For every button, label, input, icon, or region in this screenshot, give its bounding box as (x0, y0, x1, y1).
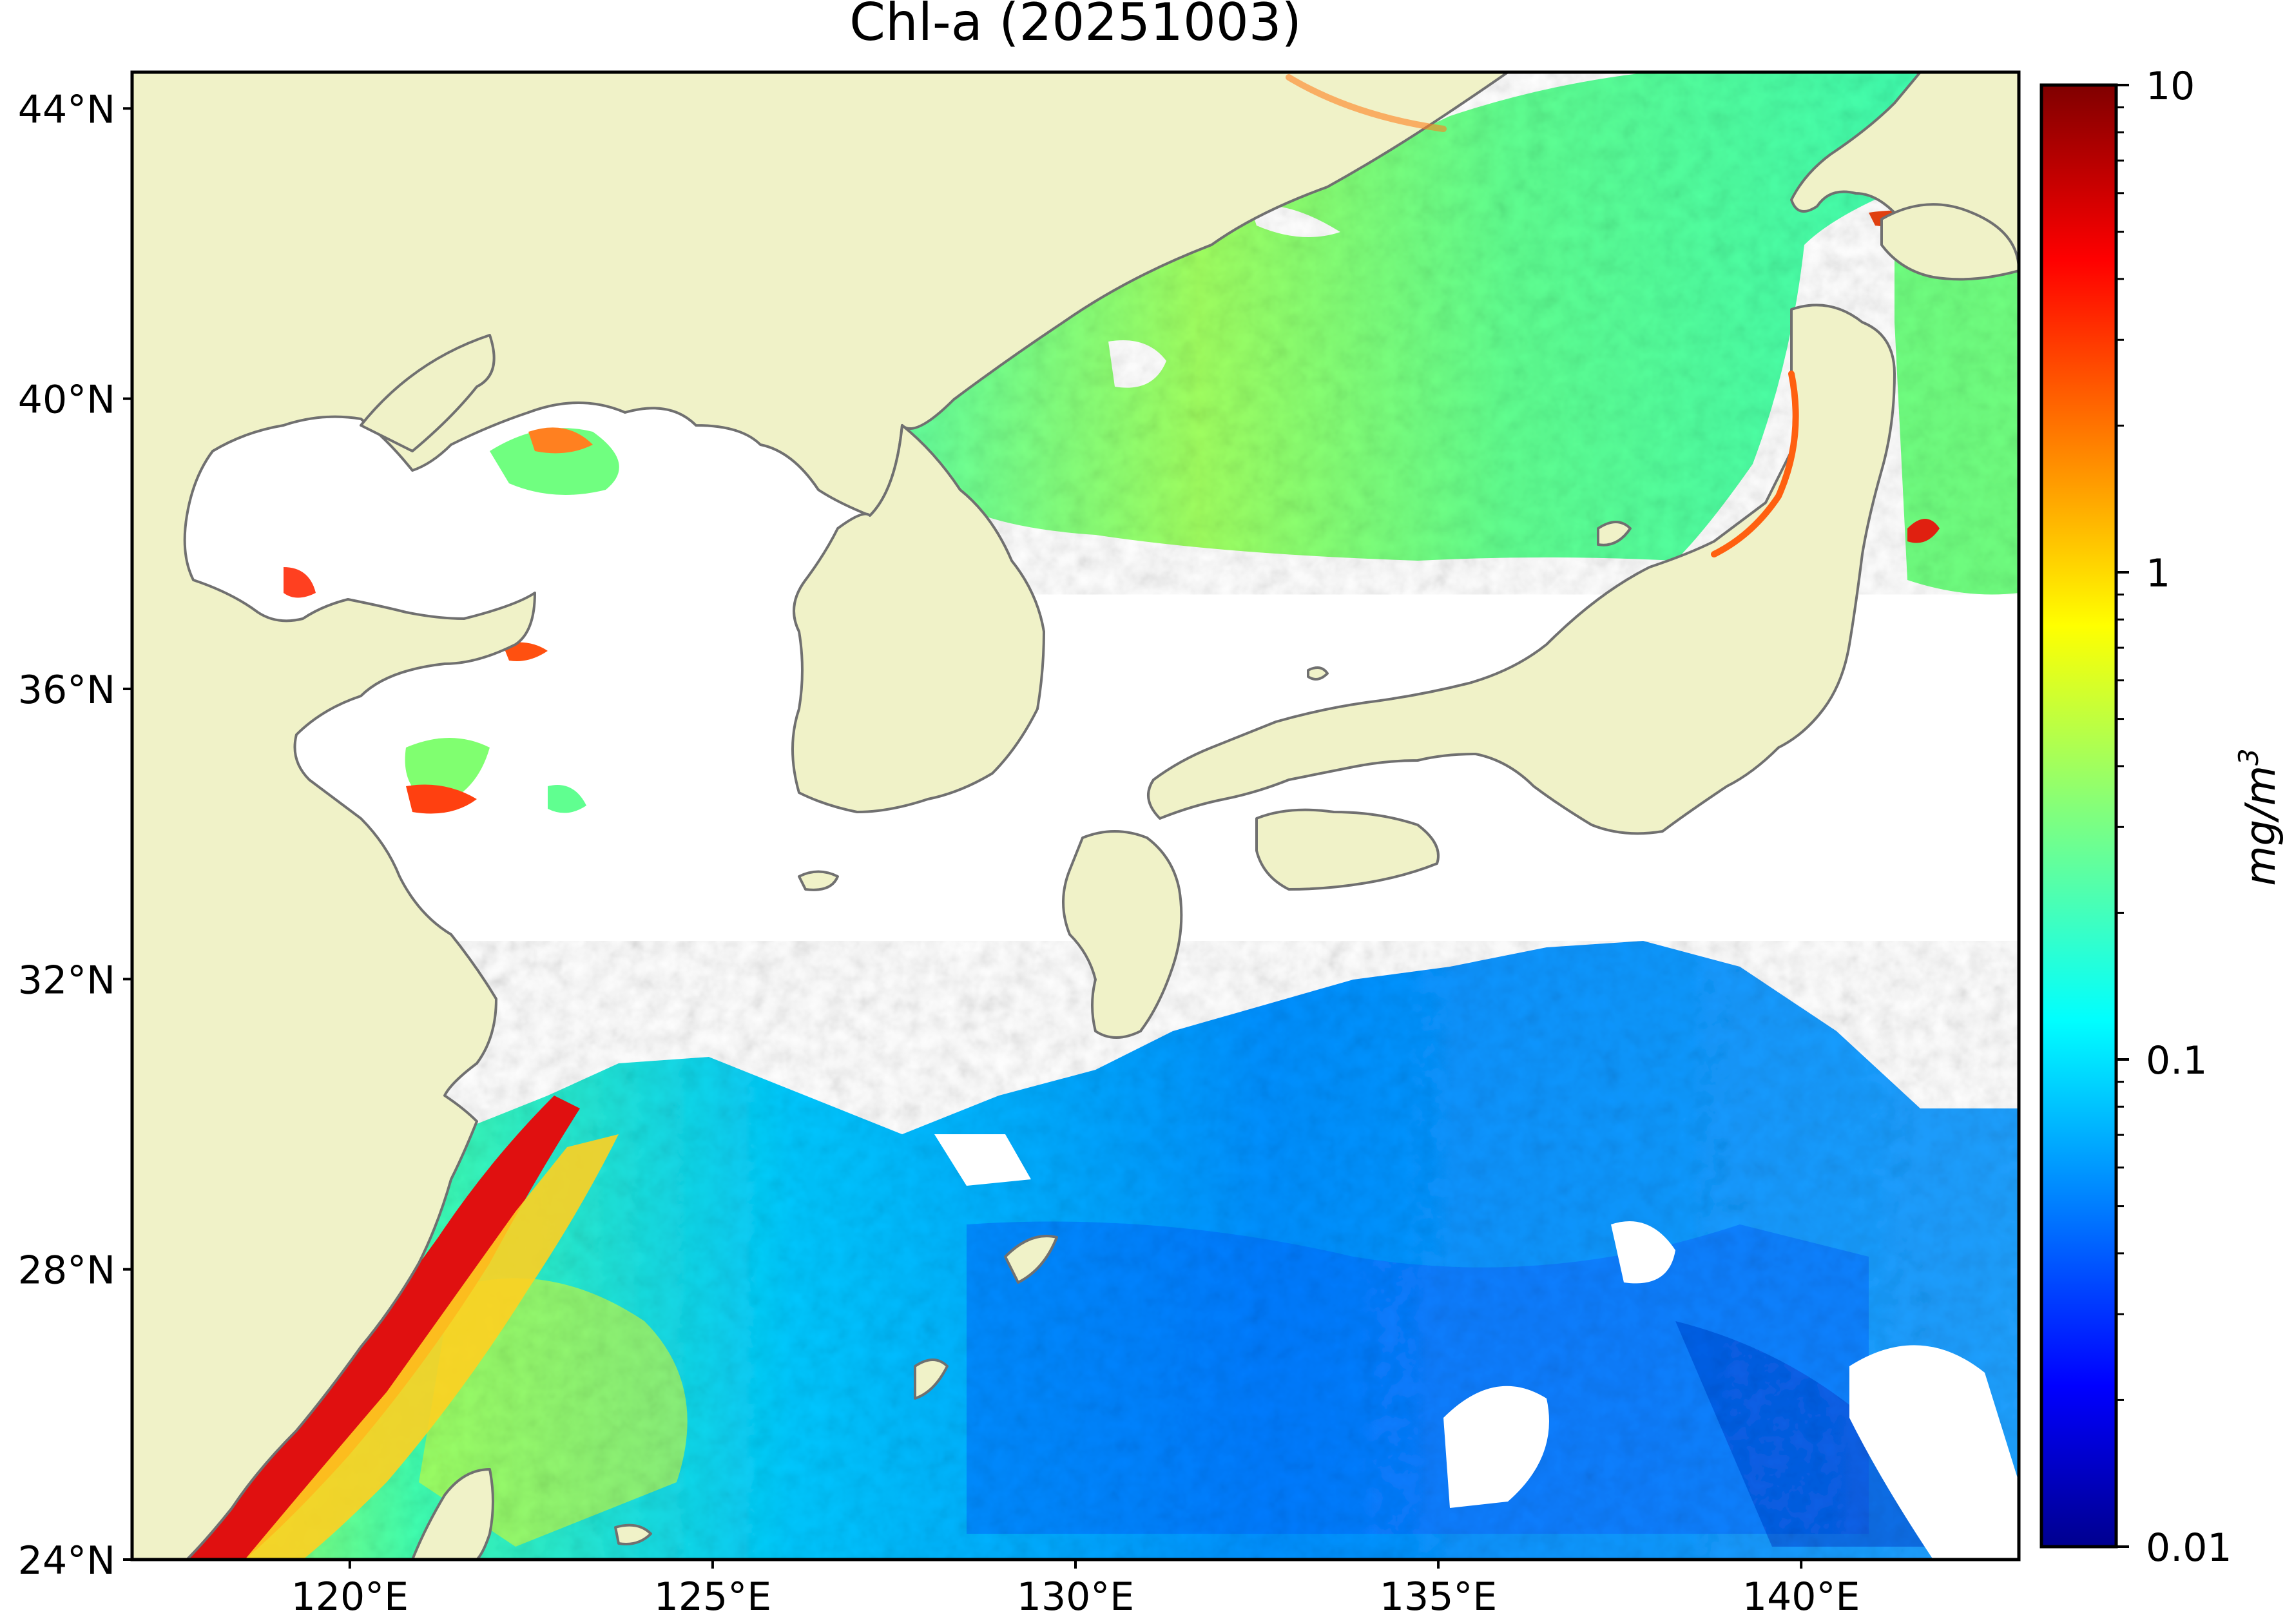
lat-tick-label: 44°N (18, 87, 115, 132)
land (132, 72, 2019, 1560)
coastal-high-chlorophyll-japan (1286, 74, 1799, 557)
lat-tick-label: 40°N (18, 378, 115, 423)
lon-tick-label: 125°E (654, 1574, 771, 1619)
lon-tick-label: 130°E (1017, 1574, 1134, 1619)
colorbar-tick-label: 0.01 (2146, 1525, 2232, 1571)
colorbar-frame (2039, 83, 2118, 1549)
lon-tick-label: 135°E (1380, 1574, 1497, 1619)
lat-tick-label: 36°N (18, 668, 115, 713)
lat-tick-label: 32°N (18, 958, 115, 1003)
colorbar-gradient (2041, 85, 2116, 1547)
colorbar-ticks: 10 1 0.1 0.01 (2116, 64, 2232, 1571)
colorbar-tick-label: 1 (2146, 551, 2170, 596)
colorbar: 10 1 0.1 0.01 mg/m3 (2039, 64, 2285, 1571)
latitude-axis: 44°N 40°N 36°N 32°N 28°N 24°N (18, 87, 132, 1583)
cloud-gaps-south (934, 1134, 2019, 1560)
chlorophyll-patches-yellow-sea (284, 427, 619, 814)
lon-tick-label: 140°E (1742, 1574, 1860, 1619)
colorbar-tick-label: 10 (2146, 64, 2195, 109)
map-title: Chl-a (20251003) (849, 0, 1302, 52)
colorbar-unit-label: mg/m3 (2233, 748, 2285, 886)
chlorophyll-field-north (889, 72, 2019, 595)
lon-tick-label: 120°E (291, 1574, 409, 1619)
lat-tick-label: 24°N (18, 1538, 115, 1583)
longitude-axis: 120°E 125°E 130°E 135°E 140°E (291, 1560, 1860, 1619)
lat-tick-label: 28°N (18, 1248, 115, 1293)
map-panel (132, 72, 2019, 1560)
colorbar-tick-label: 0.1 (2146, 1038, 2207, 1083)
